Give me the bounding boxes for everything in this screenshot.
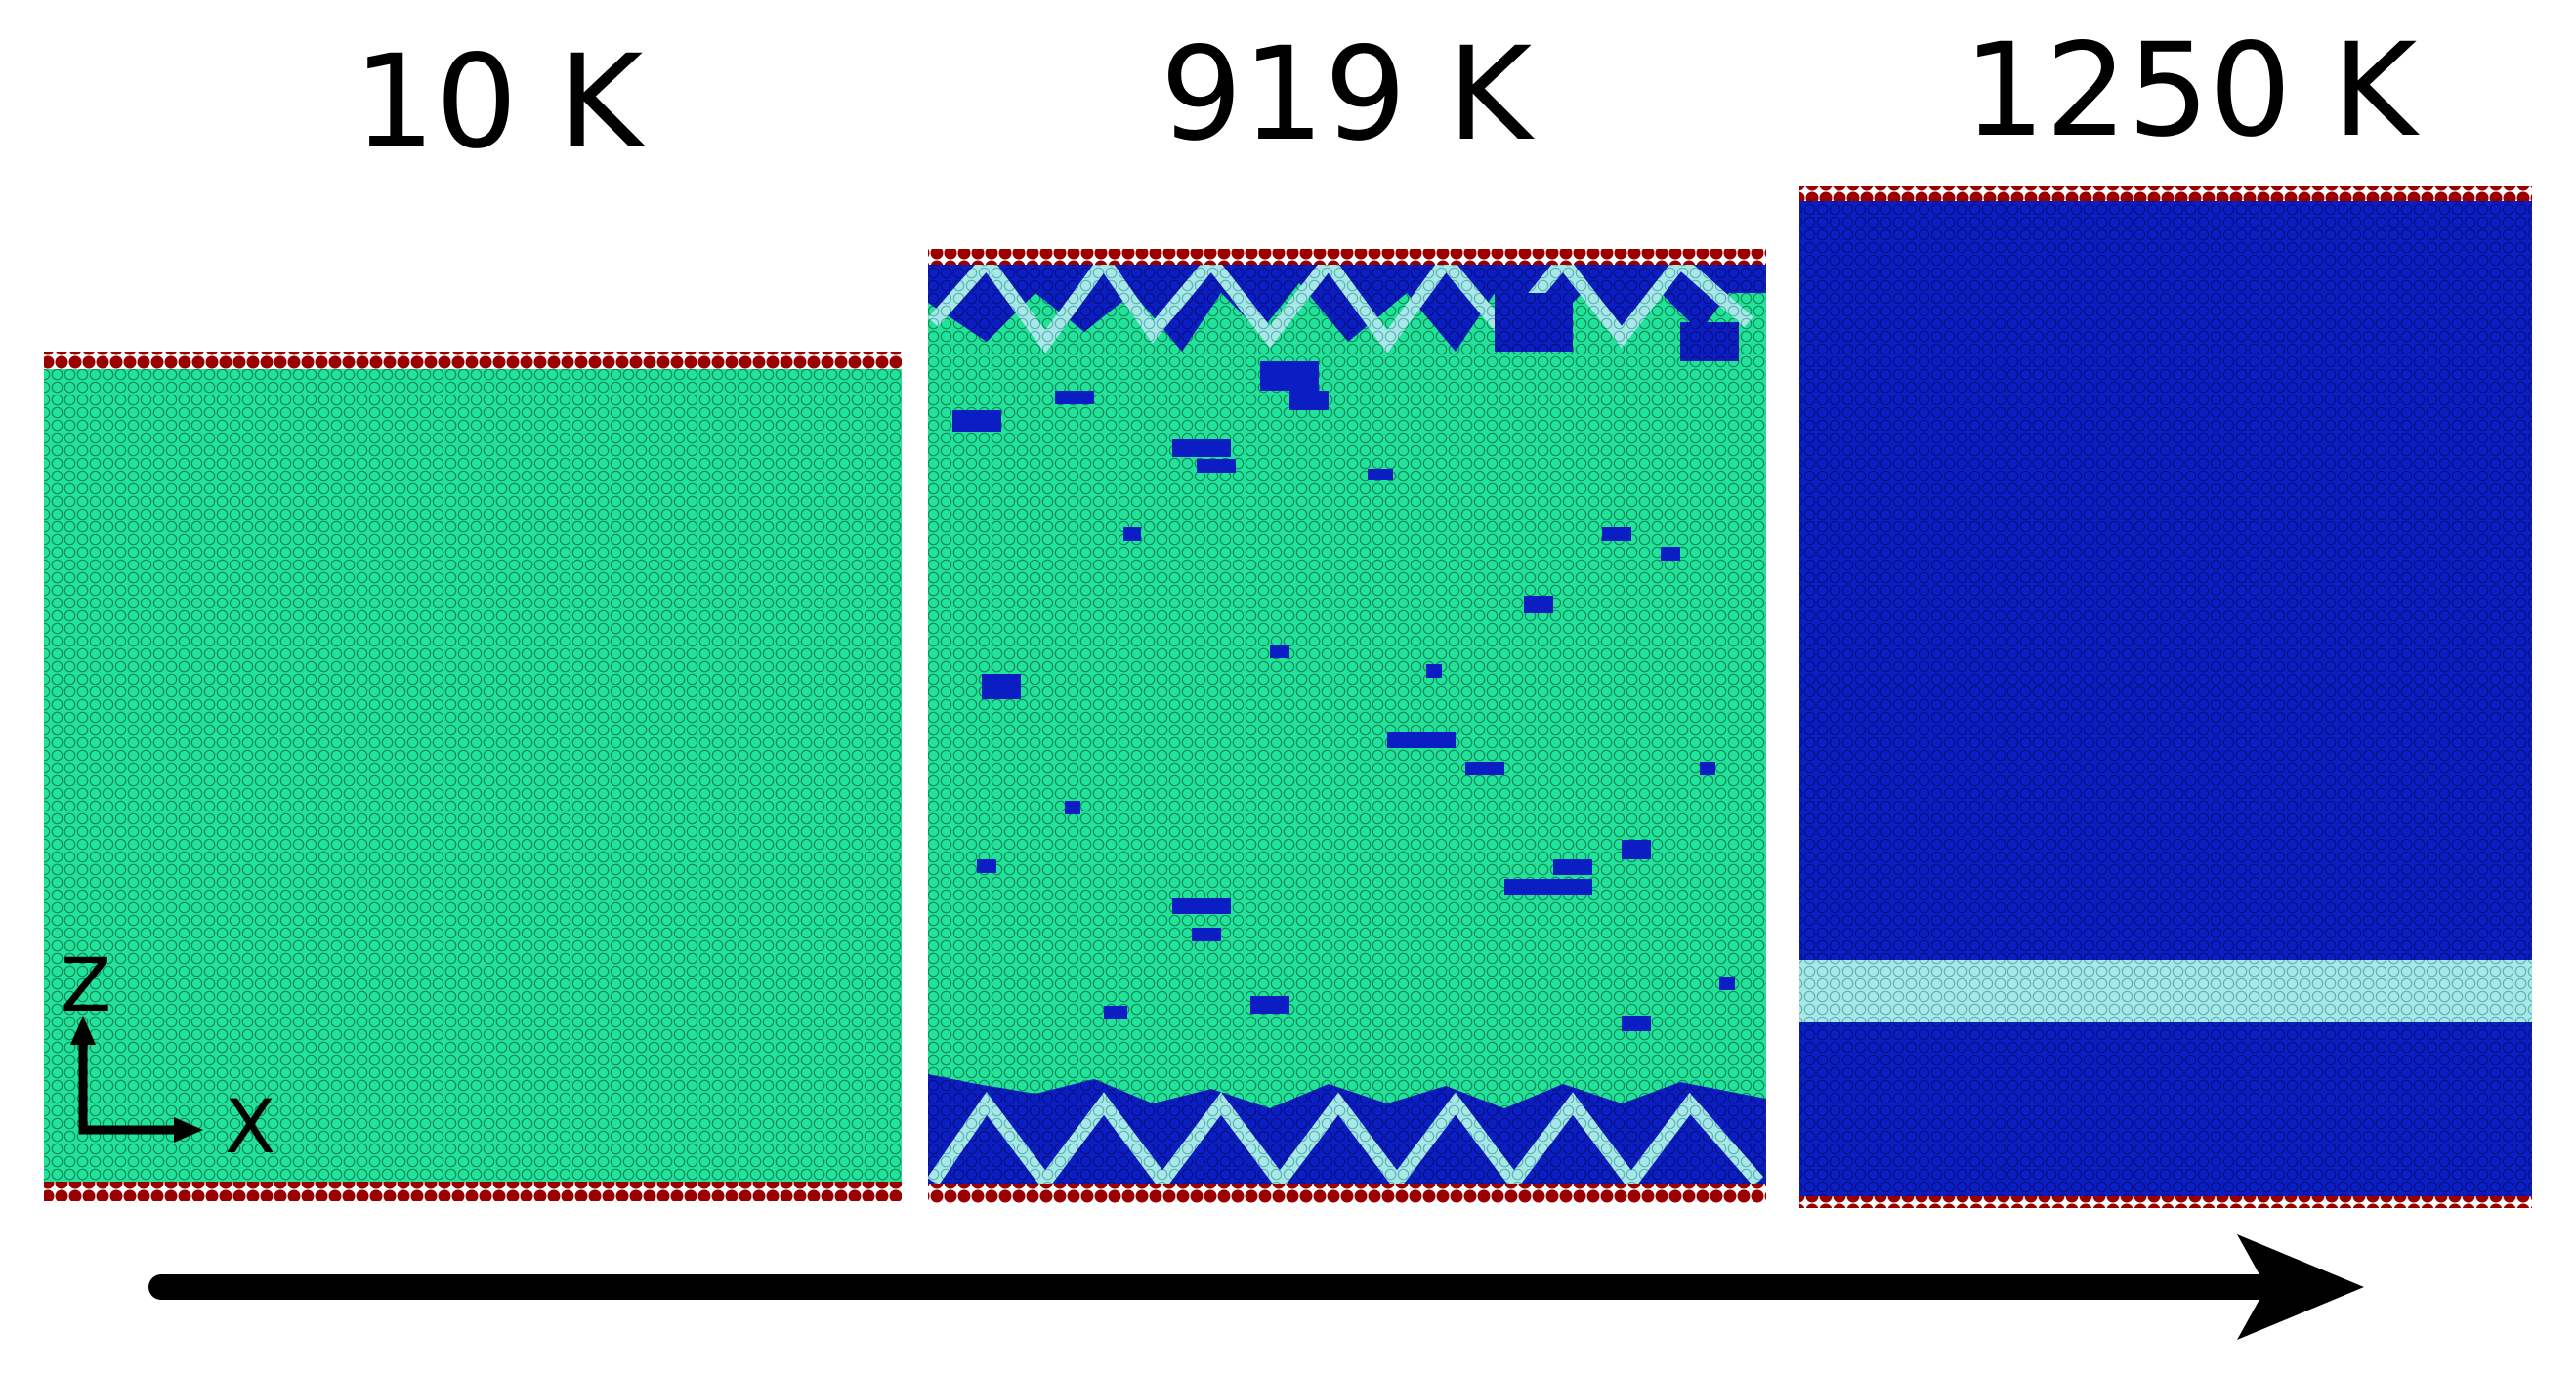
panel-919k-bottom-surface [928,1184,1766,1203]
panel-10k [44,352,902,1201]
z-axis-label: Z [61,941,111,1028]
panel-label-1250k: 1250 K [1964,16,2421,166]
axes-indicator: Z X [61,941,275,1170]
panel-919k-top-bcc-region [927,249,1766,361]
panel-919k-top-surface [928,249,1766,265]
x-arrow-head [174,1117,203,1143]
panel-1250k [1799,186,2532,1208]
panel-label-10k: 10 K [354,27,647,178]
panel-10k-bottom-surface [44,1182,902,1201]
panel-1250k-bottom-surface [1799,1196,2532,1208]
panel-919k-bulk [928,260,1766,1189]
panel-1250k-interface-band [1799,960,2532,1022]
panel-919k [927,249,1766,1203]
panel-10k-top-surface [44,352,902,369]
panel-1250k-bulk [1799,195,2532,1201]
panel-label-919k: 919 K [1161,20,1536,170]
panel-919k-bottom-bcc-region [927,1074,1766,1193]
panel-919k-defect-clusters [952,361,1735,1031]
progression-arrow [148,1234,2364,1340]
z-arrow-head [70,1016,96,1045]
panel-10k-bulk [44,365,902,1189]
progression-arrow-head [2237,1234,2364,1340]
panel-1250k-top-surface [1799,186,2532,201]
x-axis-label: X [225,1083,275,1170]
